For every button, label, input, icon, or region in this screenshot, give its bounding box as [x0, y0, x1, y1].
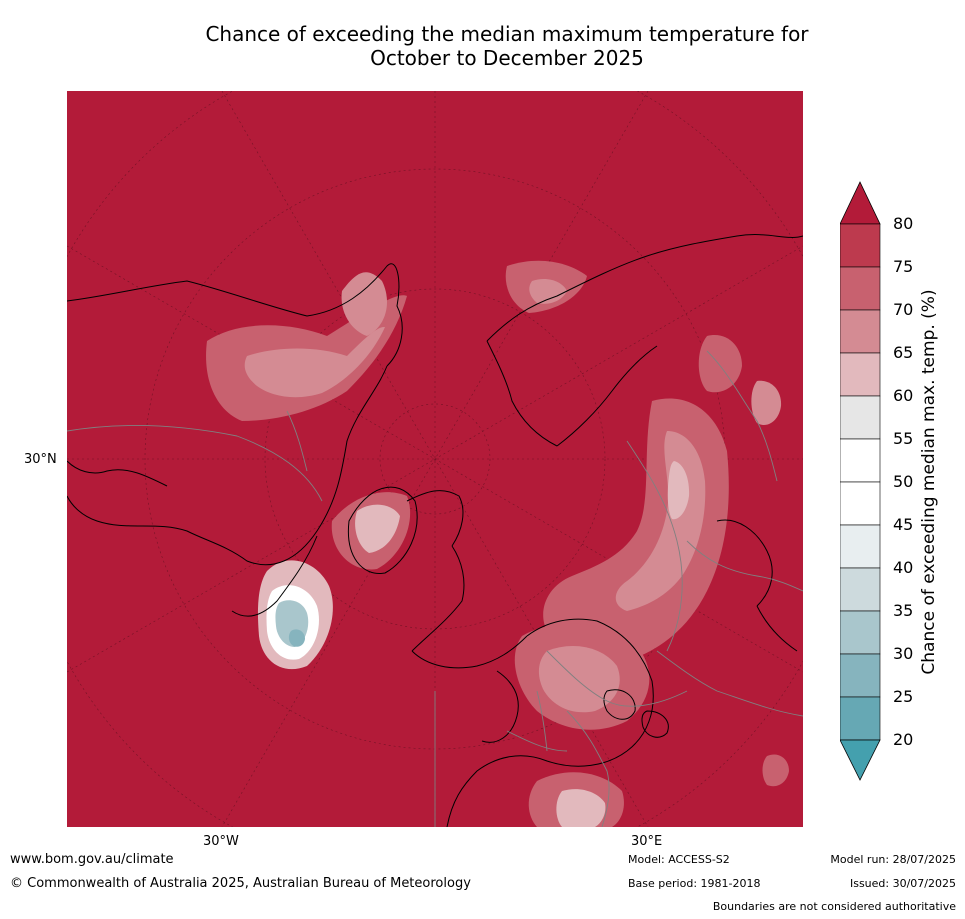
colorbar-tick-label: 60: [893, 386, 914, 405]
region-pacific-below-2: [288, 629, 305, 647]
region-central-asia-light: [667, 461, 690, 520]
footer-url: www.bom.gov.au/climate: [10, 852, 174, 867]
colorbar-bin: [839, 524, 881, 569]
footer-model-run: Model run: 28/07/2025: [830, 853, 956, 866]
colorbar-tick-label: 35: [893, 601, 914, 620]
colorbar-bin: [839, 567, 881, 612]
colorbar-tick-label: 20: [893, 730, 914, 749]
colorbar-bin: [839, 352, 881, 397]
region-alaska: [341, 272, 387, 336]
region-greenland-inner: [355, 504, 400, 553]
colorbar-bin: [839, 653, 881, 698]
colorbar-tick-label: 80: [893, 214, 914, 233]
region-east-asia-1: [698, 335, 742, 393]
colorbar-tick-label: 30: [893, 644, 914, 663]
colorbar-svg: [839, 181, 881, 781]
colorbar: 80 75 70 65 60 55 50 45 40 35 30 25 20: [839, 180, 965, 785]
polar-map: [67, 91, 803, 827]
colorbar-bin: [839, 438, 881, 483]
colorbar-bins: [839, 223, 881, 741]
footer-disclaimer: Boundaries are not considered authoritat…: [712, 900, 956, 913]
colorbar-tick-label: 50: [893, 472, 914, 491]
colorbar-tick-label: 70: [893, 300, 914, 319]
footer-model: Model: ACCESS-S2: [628, 853, 730, 866]
colorbar-tick-label: 65: [893, 343, 914, 362]
region-east-asia-2: [751, 380, 782, 426]
lat-label-30n: 30°N: [24, 452, 57, 467]
lon-label-30e: 30°E: [631, 834, 663, 849]
region-north-america-inner: [244, 326, 385, 398]
map-title-line-2: October to December 2025: [370, 46, 644, 70]
footer-copyright: © Commonwealth of Australia 2025, Austra…: [10, 876, 471, 891]
colorbar-tick-label: 55: [893, 429, 914, 448]
coastlines: [67, 234, 803, 827]
colorbar-bin: [839, 696, 881, 741]
colorbar-tick-label: 75: [893, 257, 914, 276]
colorbar-label: Chance of exceeding median max. temp. (%…: [919, 289, 939, 675]
lon-label-30w: 30°W: [203, 834, 239, 849]
colorbar-bin: [839, 610, 881, 655]
boundaries: [67, 350, 803, 827]
map-title-line-1: Chance of exceeding the median maximum t…: [205, 22, 809, 46]
footer-base-period: Base period: 1981-2018: [628, 877, 761, 890]
colorbar-bin: [839, 395, 881, 440]
region-east-asia-3: [762, 754, 789, 787]
colorbar-under-arrow: [839, 739, 881, 781]
colorbar-over-arrow: [839, 181, 881, 225]
region-north-africa-inner: [556, 789, 606, 827]
polar-map-svg: [67, 91, 803, 827]
colorbar-tick-label: 25: [893, 687, 914, 706]
colorbar-bin: [839, 481, 881, 526]
colorbar-tick-label: 40: [893, 558, 914, 577]
colorbar-bin: [839, 266, 881, 311]
footer-issued: Issued: 30/07/2025: [849, 877, 956, 890]
colorbar-bin: [839, 223, 881, 268]
colorbar-tick-label: 45: [893, 515, 914, 534]
region-north-russia-inner: [529, 279, 567, 304]
colorbar-bin: [839, 309, 881, 354]
